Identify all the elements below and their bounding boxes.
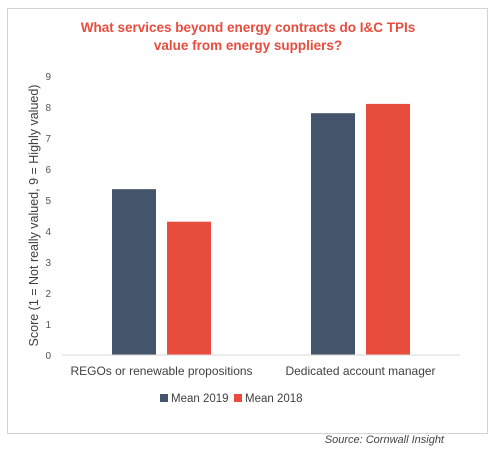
legend-swatch xyxy=(234,394,242,402)
y-tick-label: 4 xyxy=(45,227,51,238)
chart-title-line-1: What services beyond energy contracts do… xyxy=(80,20,416,35)
y-tick-label: 9 xyxy=(45,72,51,83)
y-tick-label: 7 xyxy=(45,134,51,145)
legend-label: Mean 2018 xyxy=(245,393,303,405)
x-tick-label: Dedicated account manager xyxy=(285,364,435,378)
chart-title-line-2: value from energy suppliers? xyxy=(153,38,343,53)
y-tick-label: 1 xyxy=(45,320,51,331)
y-tick-label: 2 xyxy=(45,289,51,300)
chart-title: What services beyond energy contracts do… xyxy=(0,19,496,55)
bar xyxy=(112,189,156,355)
legend-label: Mean 2019 xyxy=(171,393,229,405)
x-tick-label: REGOs or renewable propositions xyxy=(70,364,252,378)
bar xyxy=(311,113,355,355)
y-tick-label: 0 xyxy=(45,351,51,362)
bar xyxy=(167,221,211,355)
y-tick-label: 6 xyxy=(45,165,51,176)
y-tick-label: 5 xyxy=(45,196,51,207)
legend-swatch xyxy=(160,394,168,402)
source-note: Source: Cornwall Insight xyxy=(324,434,444,446)
y-tick-label: 8 xyxy=(45,103,51,114)
y-axis-label: Score (1 = Not really valued, 9 = Highly… xyxy=(27,85,41,347)
bar xyxy=(366,103,410,356)
y-tick-label: 3 xyxy=(45,258,51,269)
